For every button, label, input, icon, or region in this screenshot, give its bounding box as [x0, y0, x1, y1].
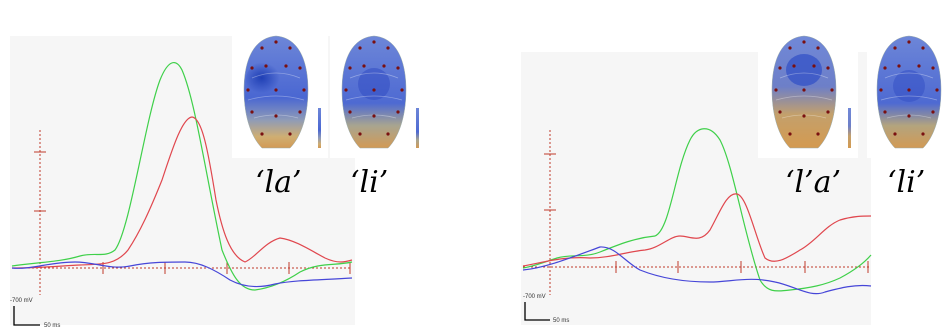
left-scale-bar — [13, 306, 40, 326]
left-head-1 — [243, 35, 321, 149]
left-scale-time: 50 ms — [44, 323, 60, 329]
right-map-2 — [867, 8, 950, 158]
right-red-waveform — [522, 193, 872, 267]
right-map-1 — [758, 8, 858, 158]
left-map-label-2: ‘li’ — [350, 165, 389, 200]
right-map-label-2: ‘li’ — [887, 165, 926, 200]
left-blue-waveform — [11, 261, 353, 288]
right-scale-time: 50 ms — [553, 318, 569, 324]
right-blue-waveform — [522, 246, 872, 295]
right-scale-voltage: -700 mV — [523, 294, 546, 300]
right-green-waveform — [522, 128, 872, 292]
left-green-waveform — [11, 62, 353, 291]
left-map-label-1: ‘la’ — [255, 165, 302, 200]
left-erp-plot: -700 mV 50 ms — [10, 62, 353, 329]
right-panel: -700 mV 50 ms — [475, 0, 950, 329]
left-map-1 — [232, 8, 328, 158]
right-erp-plot: -700 mV 50 ms — [522, 128, 872, 324]
left-head-2 — [341, 35, 419, 149]
right-map-label-1: ‘l’a’ — [785, 165, 842, 200]
right-head-1 — [771, 35, 851, 149]
left-scale-voltage: -700 mV — [10, 298, 33, 304]
left-map-2 — [330, 8, 426, 158]
left-panel: -700 mV 50 ms — [10, 8, 426, 329]
left-red-waveform — [11, 116, 353, 269]
right-scale-bar — [524, 302, 550, 321]
right-head-2 — [876, 35, 942, 149]
